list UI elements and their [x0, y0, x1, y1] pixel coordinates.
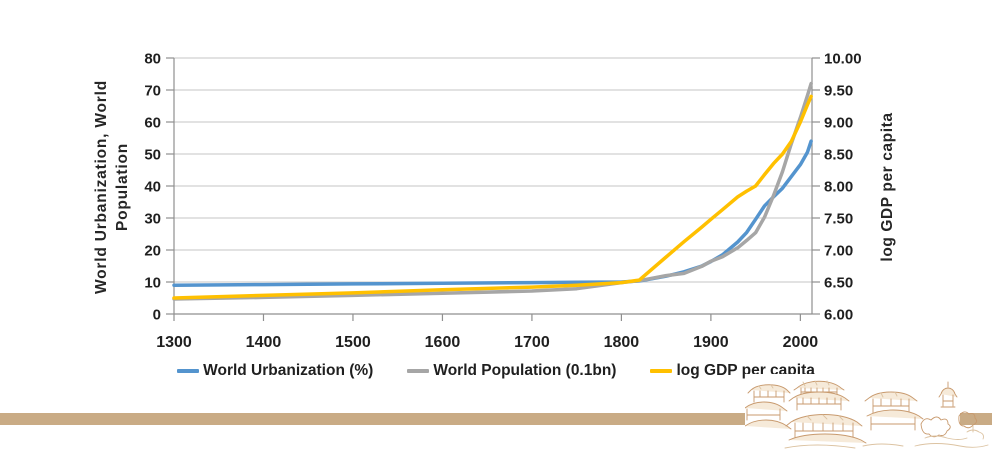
legend-line-swatch-yellow: [650, 369, 673, 373]
x-tick-label: 1600: [425, 334, 461, 351]
legend-item-world-urbanization: World Urbanization (%): [177, 362, 373, 380]
left-tick-label: 10: [144, 275, 161, 292]
right-tick-label: 7.00: [824, 243, 853, 260]
left-tick-label: 80: [144, 51, 161, 68]
left-axis-title: World Urbanization, World Population: [91, 27, 137, 347]
x-tick-label: 1700: [514, 334, 550, 351]
legend-line-swatch-gray: [407, 369, 430, 373]
legend-line-swatch-blue: [177, 369, 200, 373]
legend-item-world-population: World Population (0.1bn): [407, 362, 616, 380]
right-tick-label: 6.50: [824, 275, 853, 292]
left-tick-label: 30: [144, 211, 161, 228]
x-tick-label: 1300: [156, 334, 192, 351]
series-line-1: [172, 81, 813, 301]
footer-accent-bar: [0, 413, 992, 425]
right-tick-label: 8.50: [824, 147, 853, 164]
right-tick-label: 7.50: [824, 211, 853, 228]
x-tick-label: 1800: [604, 334, 640, 351]
legend-label: World Population (0.1bn): [433, 362, 617, 379]
x-tick-label: 1400: [246, 334, 282, 351]
legend-label: World Urbanization (%): [203, 362, 374, 379]
right-tick-label: 6.00: [824, 307, 853, 324]
right-axis-title: log GDP per capita: [879, 112, 896, 262]
left-axis-title-line1: World Urbanization, World: [93, 79, 110, 295]
left-axis-title-line2: Population: [114, 142, 131, 232]
right-tick-label: 9.50: [824, 83, 853, 100]
left-tick-label: 70: [144, 83, 161, 100]
chinese-temple-sketch-image: [745, 374, 989, 452]
x-tick-label: 1900: [693, 334, 729, 351]
chart-legend: World Urbanization (%) World Population …: [0, 360, 992, 382]
right-tick-label: 8.00: [824, 179, 853, 196]
left-tick-label: 40: [144, 179, 161, 196]
series-line-2: [172, 94, 813, 300]
left-tick-label: 0: [153, 307, 161, 324]
left-tick-label: 50: [144, 147, 161, 164]
left-tick-label: 60: [144, 115, 161, 132]
x-tick-label: 1500: [335, 334, 371, 351]
x-tick-label: 2000: [783, 334, 819, 351]
left-tick-label: 20: [144, 243, 161, 260]
right-tick-label: 10.00: [824, 51, 862, 68]
right-tick-label: 9.00: [824, 115, 853, 132]
